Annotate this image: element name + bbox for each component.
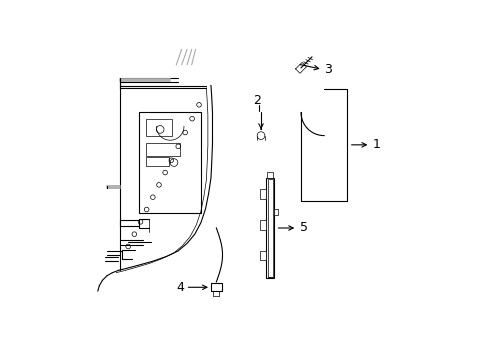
Text: 2: 2: [253, 94, 261, 107]
Bar: [260, 220, 266, 230]
Text: 1: 1: [372, 138, 380, 151]
Bar: [260, 251, 266, 260]
Text: 4: 4: [176, 281, 183, 294]
Bar: [139, 112, 201, 213]
Bar: [145, 157, 168, 166]
Bar: [266, 172, 273, 178]
Bar: [145, 143, 180, 156]
Text: 5: 5: [299, 221, 307, 234]
Bar: [267, 180, 272, 276]
Text: 3: 3: [324, 63, 331, 76]
Bar: [210, 283, 221, 291]
Bar: [145, 119, 172, 136]
Bar: [260, 189, 266, 199]
Bar: [266, 178, 274, 278]
Bar: [274, 209, 277, 215]
